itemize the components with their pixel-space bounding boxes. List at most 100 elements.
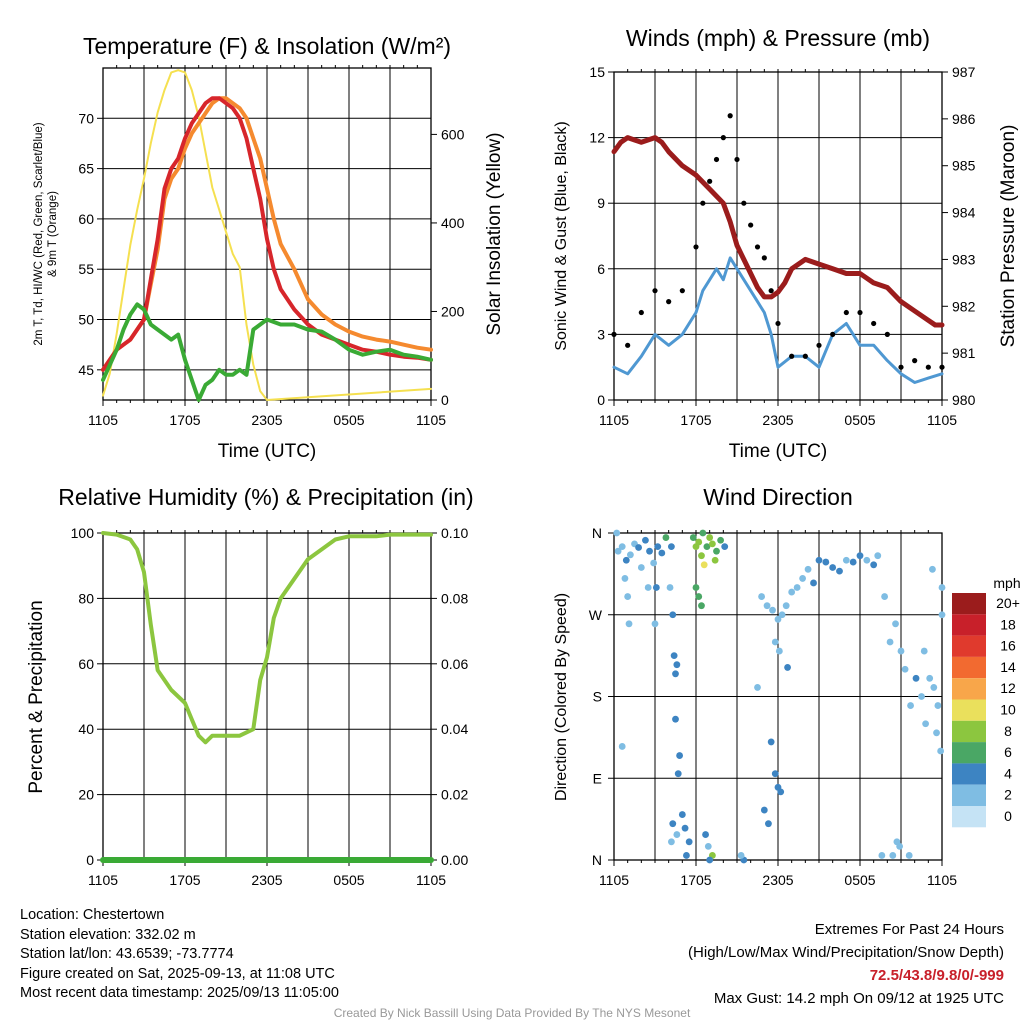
panel-title-temperature: Temperature (F) & Insolation (W/m²) bbox=[83, 33, 451, 59]
wind-direction-point bbox=[678, 811, 686, 818]
wind-direction-point bbox=[642, 536, 649, 544]
y-tick-label: 0 bbox=[441, 392, 449, 408]
y-tick-label: 986 bbox=[952, 111, 976, 127]
y-tick-label: 200 bbox=[441, 303, 465, 319]
wind-direction-point bbox=[929, 565, 936, 573]
colorbar-label: 2 bbox=[1004, 787, 1012, 803]
y-tick-label: 0.10 bbox=[441, 525, 468, 541]
x-tick-label: 0505 bbox=[844, 412, 875, 428]
gust-point bbox=[898, 364, 904, 370]
wind-direction-point bbox=[699, 529, 707, 537]
gust-point bbox=[884, 331, 890, 337]
y-tick-label: 982 bbox=[952, 298, 976, 314]
y-tick-label: 60 bbox=[78, 656, 94, 672]
x-tick-label: 2305 bbox=[762, 412, 793, 428]
gust-point bbox=[939, 364, 945, 370]
wind-direction-point bbox=[652, 584, 660, 591]
location-text: Location: Chestertown bbox=[20, 907, 165, 923]
wind-direction-point bbox=[771, 638, 779, 646]
wind-direction-point bbox=[721, 543, 729, 551]
gust-point bbox=[638, 309, 644, 316]
wind-direction-point bbox=[695, 593, 703, 600]
y-tick-label: 984 bbox=[952, 205, 976, 221]
gust-point bbox=[741, 200, 747, 206]
wind-direction-point bbox=[709, 540, 716, 548]
wind-direction-point bbox=[698, 602, 705, 610]
wind-direction-point bbox=[897, 647, 905, 655]
gust-point bbox=[748, 222, 754, 228]
colorbar-swatch bbox=[952, 720, 986, 743]
y-tick-label: 3 bbox=[597, 326, 605, 342]
wind-direction-point bbox=[907, 702, 914, 709]
gust-point bbox=[679, 288, 685, 294]
wind-direction-point bbox=[737, 852, 745, 859]
wind-direction-point bbox=[881, 593, 888, 600]
elevation-text: Station elevation: 332.02 m bbox=[20, 926, 196, 943]
gust-point bbox=[830, 331, 836, 337]
wind-direction-point bbox=[618, 743, 626, 750]
wind-direction-point bbox=[905, 852, 913, 859]
wind-direction-point bbox=[765, 820, 772, 828]
colorbar-swatch bbox=[952, 593, 986, 615]
x-tick-label: 2305 bbox=[762, 872, 793, 888]
wind-direction-point bbox=[706, 856, 714, 864]
y-tick-label: 45 bbox=[78, 362, 94, 378]
station-info: Location: Chestertown Station elevation:… bbox=[20, 906, 339, 1004]
y-tick-label: 400 bbox=[441, 215, 465, 231]
wind-direction-point bbox=[874, 552, 882, 560]
x-tick-label: 1105 bbox=[927, 412, 957, 428]
gust-point bbox=[754, 244, 761, 250]
wind-direction-point bbox=[920, 647, 928, 655]
wind-direction-point bbox=[676, 752, 683, 759]
y-tick-label: 6 bbox=[597, 261, 605, 277]
y-axis-label-right: Solar Insolation (Yellow) bbox=[484, 132, 505, 335]
x-axis-label: Time (UTC) bbox=[729, 441, 828, 462]
wind-direction-point bbox=[637, 564, 645, 571]
panel-title-humidity: Relative Humidity (%) & Precipitation (i… bbox=[58, 484, 473, 510]
gust-point bbox=[727, 113, 733, 119]
wind-direction-point bbox=[849, 558, 857, 566]
x-tick-label: 1705 bbox=[169, 872, 200, 888]
wind-direction-point bbox=[934, 702, 942, 709]
wind-direction-point bbox=[711, 556, 719, 564]
wind-direction-point bbox=[892, 620, 899, 628]
wind-direction-point bbox=[784, 664, 791, 671]
gust-point bbox=[652, 288, 658, 294]
x-tick-label: 1705 bbox=[680, 872, 711, 888]
colorbar-swatch bbox=[952, 806, 986, 828]
latlon-text: Station lat/lon: 43.6539; -73.7774 bbox=[20, 946, 234, 963]
wind-direction-point bbox=[713, 547, 720, 555]
colorbar-label: 14 bbox=[1000, 659, 1016, 675]
wind-direction-point bbox=[889, 852, 897, 859]
y-tick-label: 60 bbox=[78, 211, 94, 227]
y-axis-label-left: Sonic Wind & Gust (Blue, Black) bbox=[553, 121, 570, 350]
y-tick-label: 0.08 bbox=[441, 590, 468, 606]
x-tick-label: 1105 bbox=[88, 872, 118, 888]
wind-direction-point bbox=[669, 820, 677, 828]
x-tick-label: 1105 bbox=[88, 412, 118, 428]
colorbar-title: mph bbox=[993, 575, 1020, 591]
wind-direction-point bbox=[778, 611, 786, 619]
wind-direction-point bbox=[810, 579, 817, 587]
x-tick-label: 2305 bbox=[251, 872, 282, 888]
x-tick-label: 1105 bbox=[416, 412, 446, 428]
wind-direction-point bbox=[624, 593, 632, 600]
wind-direction-point bbox=[886, 638, 894, 646]
wind-direction-point bbox=[933, 729, 940, 737]
relative-humidity-line bbox=[101, 531, 433, 745]
wind-direction-point bbox=[767, 738, 775, 746]
gust-point bbox=[700, 200, 706, 206]
colorbar-swatch bbox=[952, 763, 986, 785]
colorbar-label: 12 bbox=[1000, 680, 1016, 696]
colorbar-swatch bbox=[952, 635, 986, 657]
y-tick-label: 0.06 bbox=[441, 656, 468, 672]
x-tick-label: 1105 bbox=[927, 872, 957, 888]
wind-direction-point bbox=[777, 788, 785, 796]
colorbar-label: 20+ bbox=[996, 595, 1020, 611]
y-tick-label: N bbox=[592, 852, 602, 868]
y-tick-label: 80 bbox=[78, 590, 94, 606]
wind-direction-point bbox=[702, 831, 709, 838]
wind-direction-point bbox=[930, 684, 938, 691]
wind-direction-point bbox=[666, 584, 674, 591]
